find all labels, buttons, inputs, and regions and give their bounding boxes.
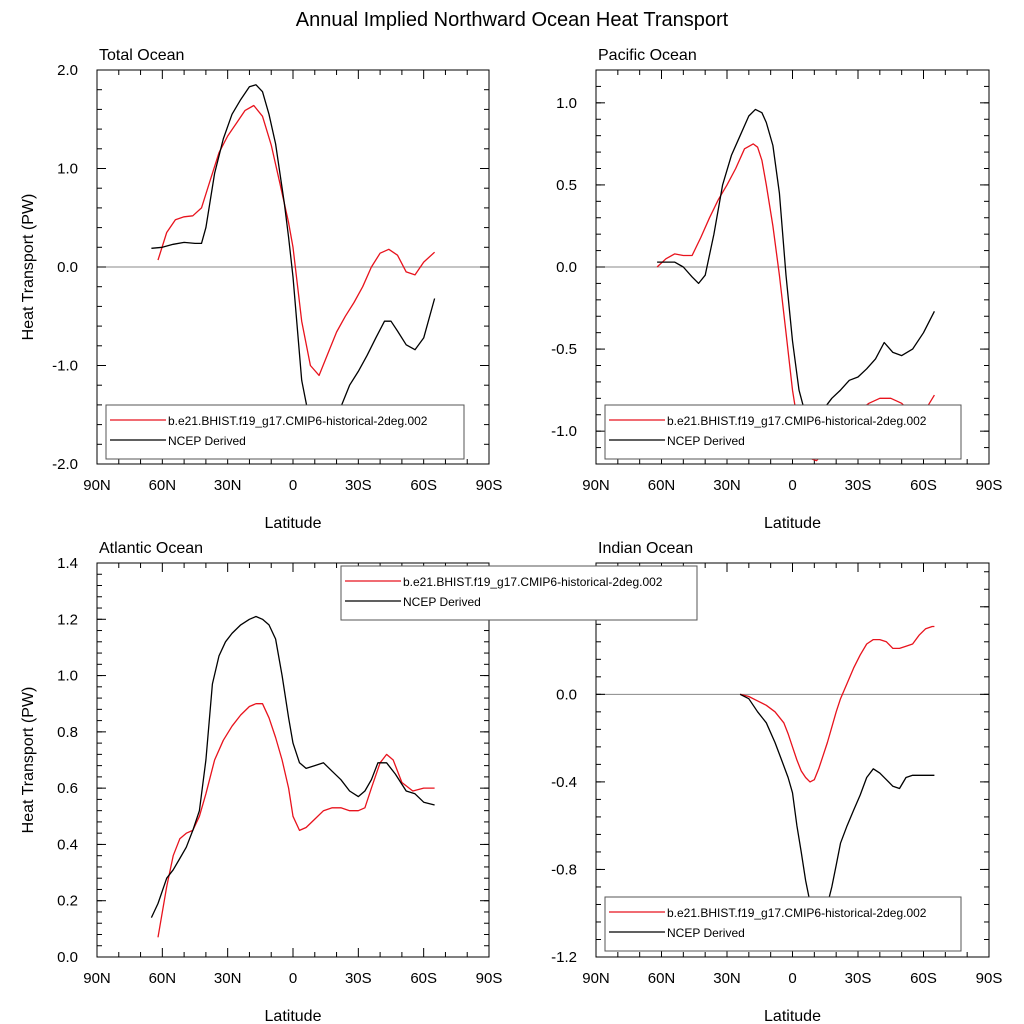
p1-y-tick-label: -2.0 <box>52 456 78 473</box>
p4-plot-frame <box>595 562 990 958</box>
p1-legend: b.e21.BHIST.f19_g17.CMIP6-historical-2de… <box>105 404 465 460</box>
p3-series-line-2 <box>150 615 435 918</box>
p1-series-line-2 <box>151 84 436 434</box>
p1-legend-label-1: b.e21.BHIST.f19_g17.CMIP6-historical-2de… <box>168 414 428 428</box>
panel-total-ocean: Total Ocean 90N 60N 30N 0 30S 60S 90S -2.0 -1.0 0.… <box>20 47 502 532</box>
p3-y-tick-label: 0.8 <box>57 724 78 741</box>
p2-x-axis-label: Latitude <box>764 515 821 532</box>
p1-y-tick-label: -1.0 <box>52 358 78 375</box>
p2-legend-label-1: b.e21.BHIST.f19_g17.CMIP6-historical-2de… <box>667 414 927 428</box>
p3-panel-title: Atlantic Ocean <box>99 540 203 557</box>
p3-legend: b.e21.BHIST.f19_g17.CMIP6-historical-2de… <box>340 565 698 621</box>
p1-x-tick-label: 60S <box>410 477 437 494</box>
p2-y-tick-label: 0.0 <box>556 259 577 276</box>
p2-series-line-2 <box>657 108 935 419</box>
p2-x-tick-label: 60N <box>648 477 676 494</box>
p1-x-tick-label: 90N <box>83 477 111 494</box>
p3-x-tick-label: 30S <box>345 970 372 987</box>
p4-y-tick-label: -0.8 <box>551 861 577 878</box>
p4-legend-label-1: b.e21.BHIST.f19_g17.CMIP6-historical-2de… <box>667 906 927 920</box>
p4-x-tick-label: 60N <box>648 970 676 987</box>
p2-y-tick-label: -0.5 <box>551 341 577 358</box>
p1-legend-box <box>105 404 465 460</box>
panel-indian-ocean: Indian Ocean 90N 60N 30N 0 30S 60S 90S -1.2 -0.8 -… <box>551 540 1002 1024</box>
p3-x-tick-label: 0 <box>289 970 297 987</box>
p3-y-tick-label: 1.4 <box>57 555 78 572</box>
p2-legend-label-2: NCEP Derived <box>667 434 745 448</box>
p3-y-tick-label: 1.0 <box>57 668 78 685</box>
p3-x-axis-label: Latitude <box>265 1008 322 1024</box>
p4-x-tick-label: 30S <box>845 970 872 987</box>
p2-legend-box <box>604 404 962 460</box>
p3-x-tick-label: 90S <box>476 970 503 987</box>
p4-x-tick-label: 90S <box>976 970 1003 987</box>
p4-panel-title: Indian Ocean <box>598 540 693 557</box>
p1-legend-label-2: NCEP Derived <box>168 434 246 448</box>
p4-x-axis-label: Latitude <box>764 1008 821 1024</box>
p4-series-line-1 <box>739 625 935 783</box>
p1-y-tick-label: 0.0 <box>57 259 78 276</box>
panel-atlantic-ocean: Atlantic Ocean 90N 60N 30N 0 30S 60S 90S 0.0 0.2 0… <box>20 540 502 1024</box>
p2-y-tick-label: -1.0 <box>551 423 577 440</box>
p1-x-tick-label: 30S <box>345 477 372 494</box>
p1-panel-title: Total Ocean <box>99 47 184 64</box>
p2-x-tick-label: 90N <box>582 477 610 494</box>
p2-legend: b.e21.BHIST.f19_g17.CMIP6-historical-2de… <box>604 404 962 460</box>
p3-x-tick-label: 90N <box>83 970 111 987</box>
p3-legend-box <box>340 565 698 621</box>
p3-y-tick-label: 1.2 <box>57 611 78 628</box>
p1-x-tick-label: 0 <box>289 477 297 494</box>
p2-y-tick-label: 0.5 <box>556 177 577 194</box>
p2-plot-frame <box>595 69 990 465</box>
panel-pacific-ocean: Pacific Ocean 90N 60N 30N 0 30S 60S 90S -1.0 -0.5… <box>551 47 1002 532</box>
p4-legend-box <box>604 896 962 952</box>
p1-x-axis-label: Latitude <box>265 515 322 532</box>
p2-y-tick-label: 1.0 <box>556 95 577 112</box>
p4-legend: b.e21.BHIST.f19_g17.CMIP6-historical-2de… <box>604 896 962 952</box>
p1-x-tick-label: 90S <box>476 477 503 494</box>
p4-y-tick-label: -1.2 <box>551 949 577 966</box>
p1-x-tick-label: 60N <box>149 477 177 494</box>
p4-series-line-2 <box>739 693 935 925</box>
p1-x-tick-label: 30N <box>214 477 242 494</box>
p3-plot-frame <box>96 562 490 958</box>
p3-x-tick-label: 30N <box>214 970 242 987</box>
p1-y-tick-label: 1.0 <box>57 161 78 178</box>
p4-x-tick-label: 60S <box>910 970 937 987</box>
p3-y-axis-label: Heat Transport (PW) <box>20 687 37 834</box>
p1-plot-frame <box>96 69 490 465</box>
p4-y-tick-label: -0.4 <box>551 774 577 791</box>
p3-y-tick-label: 0.4 <box>57 836 78 853</box>
p4-x-tick-label: 30N <box>713 970 741 987</box>
p2-x-tick-label: 60S <box>910 477 937 494</box>
p3-y-tick-label: 0.0 <box>57 949 78 966</box>
figure-title: Annual Implied Northward Ocean Heat Tran… <box>296 9 729 31</box>
p2-x-tick-label: 90S <box>976 477 1003 494</box>
p4-x-tick-label: 0 <box>788 970 796 987</box>
p3-legend-label-2: NCEP Derived <box>403 595 481 609</box>
p2-x-tick-label: 30N <box>713 477 741 494</box>
p2-x-tick-label: 30S <box>845 477 872 494</box>
p1-series-line-1 <box>157 104 436 377</box>
p2-series-line-1 <box>656 143 935 462</box>
p3-y-tick-label: 0.6 <box>57 780 78 797</box>
p3-legend-label-1: b.e21.BHIST.f19_g17.CMIP6-historical-2de… <box>403 575 663 589</box>
p3-series-line-1 <box>157 703 435 938</box>
p2-x-tick-label: 0 <box>788 477 796 494</box>
p3-x-tick-label: 60S <box>410 970 437 987</box>
p4-x-tick-label: 90N <box>582 970 610 987</box>
p3-x-tick-label: 60N <box>149 970 177 987</box>
p4-legend-label-2: NCEP Derived <box>667 926 745 940</box>
p2-panel-title: Pacific Ocean <box>598 47 697 64</box>
p1-y-tick-label: 2.0 <box>57 62 78 79</box>
p3-y-tick-label: 0.2 <box>57 893 78 910</box>
p4-y-tick-label: 0.0 <box>556 686 577 703</box>
p1-y-axis-label: Heat Transport (PW) <box>20 194 37 341</box>
